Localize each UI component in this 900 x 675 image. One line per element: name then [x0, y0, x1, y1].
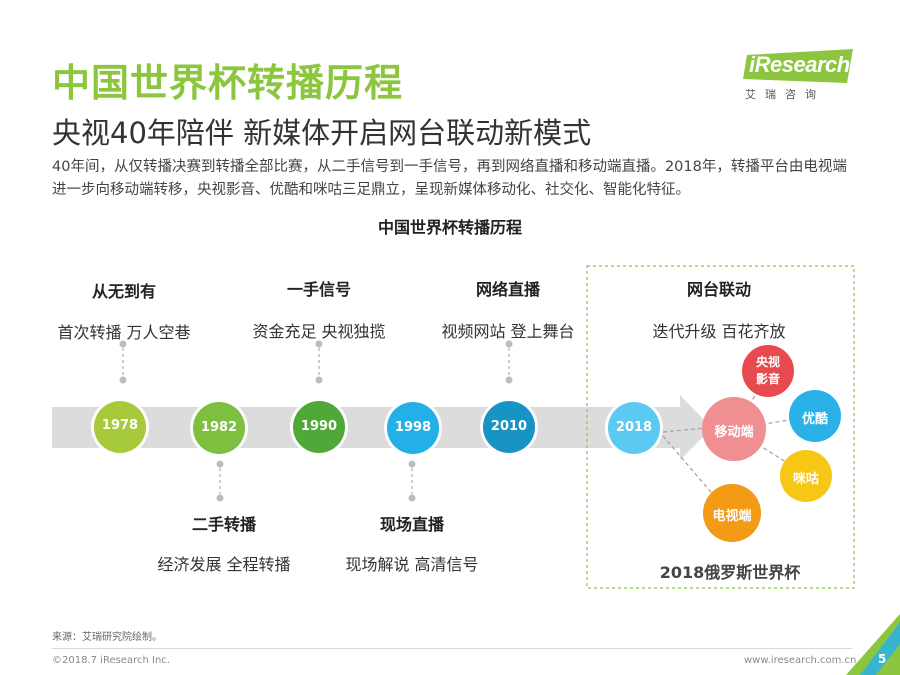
phase-tagline-1998: 现场解说 高清信号: [345, 555, 479, 574]
source-note: 来源：艾瑞研究院绘制。: [52, 632, 162, 643]
year-label-1990: 1990: [300, 419, 338, 434]
network-node-label-cctv: 央视影音: [755, 355, 780, 386]
year-circle-1982: [190, 399, 248, 457]
connector-1990: [315, 340, 323, 384]
connector-1978: [119, 340, 127, 384]
network-node-label-tv: 电视端: [712, 509, 752, 524]
logo-subtext: 艾瑞咨询: [745, 88, 825, 101]
page-title: 中国世界杯转播历程: [52, 61, 404, 105]
connector-1998: [408, 460, 416, 502]
year-label-2018: 2018: [615, 420, 653, 435]
year-label-1998: 1998: [394, 420, 432, 435]
phase-title-1990: 一手信号: [286, 280, 352, 299]
year-circle-2010: [480, 398, 538, 456]
phase-tagline-1978: 首次转播 万人空巷: [57, 323, 191, 342]
page-subtitle: 央视40年陪伴 新媒体开启网台联动新模式: [52, 116, 592, 150]
network-hub-label: 移动端: [714, 425, 754, 440]
network-node-youku: [789, 390, 841, 442]
iresearch-logo: iResearch 艾瑞咨询: [743, 49, 855, 103]
phase-title-1978: 从无到有: [91, 282, 157, 301]
phase-tagline-1982: 经济发展 全程转播: [157, 555, 291, 574]
logo-banner-icon: [743, 49, 853, 83]
network-node-cctv: [742, 345, 794, 397]
network-node-label-youku: 优酷: [801, 412, 829, 427]
phase-tagline-1990: 资金充足 央视独揽: [252, 322, 386, 341]
phase-tagline-2010: 视频网站 登上舞台: [441, 322, 575, 341]
diagram-title: 中国世界杯转播历程: [377, 218, 522, 237]
phase-title-1998: 现场直播: [379, 515, 445, 534]
year-circle-1998: [384, 399, 442, 457]
connector-1982: [216, 460, 224, 502]
corner-decoration-icon: [846, 614, 900, 675]
year-circle-2018: [605, 399, 663, 457]
footer-site: www.iresearch.com.cn: [744, 655, 857, 666]
page-number: 5: [878, 652, 887, 666]
phase-title-1982: 二手转播: [191, 515, 257, 534]
page-description: 40年间，从仅转播决赛到转播全部比赛，从二手信号到一手信号，再到网络直播和移动端…: [52, 159, 847, 198]
network-node-migu: [780, 450, 832, 502]
phase-title-2018: 网台联动: [686, 280, 752, 299]
network-node-label-migu: 咪咕: [792, 472, 820, 487]
footer-copyright: ©2018.7 iResearch Inc.: [52, 655, 170, 666]
connector-2010: [505, 340, 513, 384]
network-node-tv: [703, 484, 761, 542]
network-hub-node: [702, 397, 766, 461]
year-label-2010: 2010: [490, 419, 528, 434]
footer-divider: [52, 648, 852, 649]
logo-wordmark: iResearch: [749, 52, 850, 77]
year-label-1982: 1982: [200, 420, 238, 435]
phase-title-2010: 网络直播: [475, 280, 541, 299]
year-circle-1978: [91, 398, 149, 456]
year-label-1978: 1978: [101, 418, 139, 433]
phase-tagline-2018: 迭代升级 百花齐放: [652, 322, 786, 341]
network-caption: 2018俄罗斯世界杯: [659, 563, 801, 582]
network-frame: [586, 265, 855, 589]
year-circle-1990: [290, 398, 348, 456]
